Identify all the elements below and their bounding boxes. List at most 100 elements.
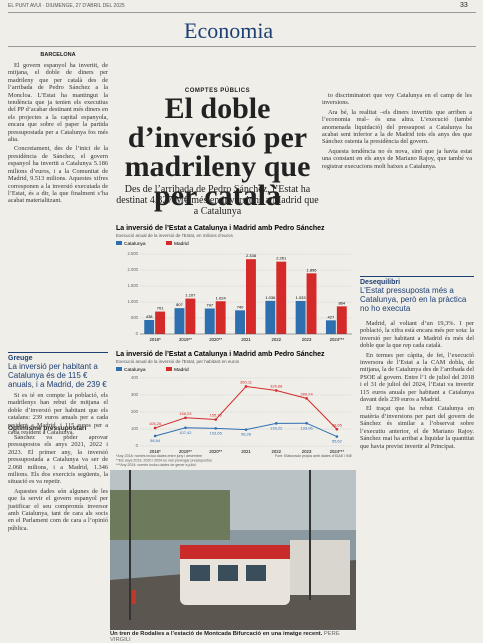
body-text: El govern espanyol ha invertit, de mitja… xyxy=(8,62,108,207)
point xyxy=(305,397,308,400)
value-label: 133,22 xyxy=(270,425,283,430)
paragraph: El govern espanyol ha invertit, de mitja… xyxy=(8,62,108,144)
bar xyxy=(276,261,287,334)
photo xyxy=(110,470,356,630)
value-label: 1.107 xyxy=(185,293,196,298)
chart-title: La inversió de l’Estat a Catalunya i Mad… xyxy=(116,351,325,358)
point xyxy=(335,435,339,438)
value-label: 2.338 xyxy=(246,253,257,258)
legend-swatch xyxy=(166,367,172,371)
x-tick-label: 2019** xyxy=(179,449,192,454)
bar xyxy=(246,259,256,334)
note: ***Any 2024: només inclou dades de gener… xyxy=(116,463,196,467)
subhead: Optimisme pressupostari xyxy=(8,425,87,432)
point xyxy=(153,426,157,430)
point xyxy=(184,426,187,430)
chart-subtitle: Execució anual de la inversió de l’Estat… xyxy=(116,233,234,238)
point xyxy=(214,427,218,430)
value-label: 427 xyxy=(328,314,335,319)
y-tick-label: 300 xyxy=(131,392,139,397)
value-label: 1.896 xyxy=(307,267,318,272)
value-label: 107,42 xyxy=(179,430,192,435)
point xyxy=(244,385,248,388)
value-label: 2.261 xyxy=(276,256,287,261)
point xyxy=(214,418,218,421)
y-tick-label: 1.000 xyxy=(128,299,139,304)
paragraph: El traçat que ha rebut Catalunya en matè… xyxy=(360,405,474,450)
subtitle: Des de l’arribada de Pedro Sánchez, l’Es… xyxy=(116,184,319,217)
y-tick-label: 100 xyxy=(131,426,139,431)
point xyxy=(184,416,187,420)
byline: BARCELONA xyxy=(40,52,76,58)
y-tick-label: 500 xyxy=(131,315,139,320)
legend-label: Madrid xyxy=(174,241,189,247)
paragraph: to discriminatori que voy Catalunya en e… xyxy=(322,92,472,107)
note: *Any 2018: només inclou dades entre juny… xyxy=(116,454,202,458)
y-tick-label: 0 xyxy=(136,331,139,336)
desequilibri-label: Desequilibri xyxy=(360,279,401,286)
caption: Un tren de Rodalies a l’estació de Montc… xyxy=(110,631,323,637)
bar xyxy=(265,300,276,334)
paragraph: Aquestes dades són algunes de les que fa… xyxy=(8,487,108,532)
chart-subtitle: Execució anual de la inversió de l’Estat… xyxy=(116,359,240,364)
legend-label: Catalunya xyxy=(124,241,146,247)
point xyxy=(153,434,157,438)
x-tick-label: 2019** xyxy=(179,337,192,342)
date: DIUMENGE, 27 D'ABRIL DEL 2025 xyxy=(45,3,125,9)
masthead-name: EL PUNT AVUI xyxy=(8,3,42,9)
value-label: 55,62 xyxy=(332,439,343,444)
value-label: 166,03 xyxy=(179,411,192,416)
value-label: 1.033 xyxy=(296,295,307,300)
legend-swatch xyxy=(116,367,122,371)
point xyxy=(274,389,278,392)
greuge-label: Greuge xyxy=(8,355,33,362)
x-tick-label: 2022 xyxy=(272,337,282,342)
value-label: 864 xyxy=(338,300,345,305)
bar xyxy=(215,301,226,334)
source: Font: Elaboració pròpia amb dades d’IGAE… xyxy=(275,454,353,458)
body-text: Sánchez va poder aprovar pressupostos el… xyxy=(8,434,108,534)
desequilibri-box: Desequilibri L’Estat pressuposta més a C… xyxy=(360,276,474,313)
body-text: to discriminatori que voy Catalunya en e… xyxy=(322,92,472,172)
kicker: COMPTES PÚBLICS xyxy=(184,88,251,94)
line-chart: La inversió de l’Estat a Catalunya i Mad… xyxy=(116,351,353,467)
value-label: 103,65 xyxy=(210,430,223,435)
bar xyxy=(295,300,306,334)
bar-chart: La inversió de l’Estat a Catalunya i Mad… xyxy=(116,225,352,342)
paragraph: Aquesta tendència no és nova, sinó que j… xyxy=(322,147,472,170)
x-tick-label: 2018* xyxy=(150,337,162,342)
bar xyxy=(155,311,166,334)
x-tick-label: 2018* xyxy=(150,449,162,454)
paragraph: Concretament, des de l’inici de la presi… xyxy=(8,145,108,205)
bar xyxy=(204,308,215,334)
value-label: 326,68 xyxy=(270,384,283,389)
y-tick-label: 400 xyxy=(131,375,139,380)
bar xyxy=(306,273,317,334)
bar xyxy=(174,308,185,334)
masthead: EL PUNT AVUI · DIUMENGE, 27 D'ABRIL DEL … xyxy=(8,3,125,9)
paragraph: En termes per càpita, de fet, l’execució… xyxy=(360,351,474,404)
bar xyxy=(235,310,245,334)
value-label: 1.036 xyxy=(265,295,276,300)
x-tick-label: 2022 xyxy=(272,449,282,454)
legend-label: Madrid xyxy=(174,367,189,373)
paragraph: Madrid, al voltant d’un 19,3%. I per pob… xyxy=(360,320,474,350)
value-label: 106,25 xyxy=(149,421,162,426)
value-label: 98,65 xyxy=(332,422,343,427)
y-tick-label: 1.500 xyxy=(128,283,139,288)
value-label: 58,94 xyxy=(150,438,161,443)
bar xyxy=(185,298,196,334)
point xyxy=(274,422,278,425)
paragraph: Sánchez va poder aprovar pressupostos el… xyxy=(8,434,108,486)
value-label: 807 xyxy=(176,302,183,307)
y-tick-label: 2.000 xyxy=(128,267,139,272)
bar xyxy=(336,306,347,334)
greuge-box: Greuge La inversió per habitant a Catalu… xyxy=(8,352,108,389)
chart-title: La inversió de l’Estat a Catalunya i Mad… xyxy=(116,225,325,232)
value-label: 740 xyxy=(237,304,244,309)
x-tick-label: 2020** xyxy=(209,449,222,454)
section-title: Economia xyxy=(184,18,274,43)
x-tick-label: 2024*** xyxy=(330,337,345,342)
photo-caption: Un tren de Rodalies a l’estació de Montc… xyxy=(110,631,356,643)
value-label: 797 xyxy=(206,303,213,308)
